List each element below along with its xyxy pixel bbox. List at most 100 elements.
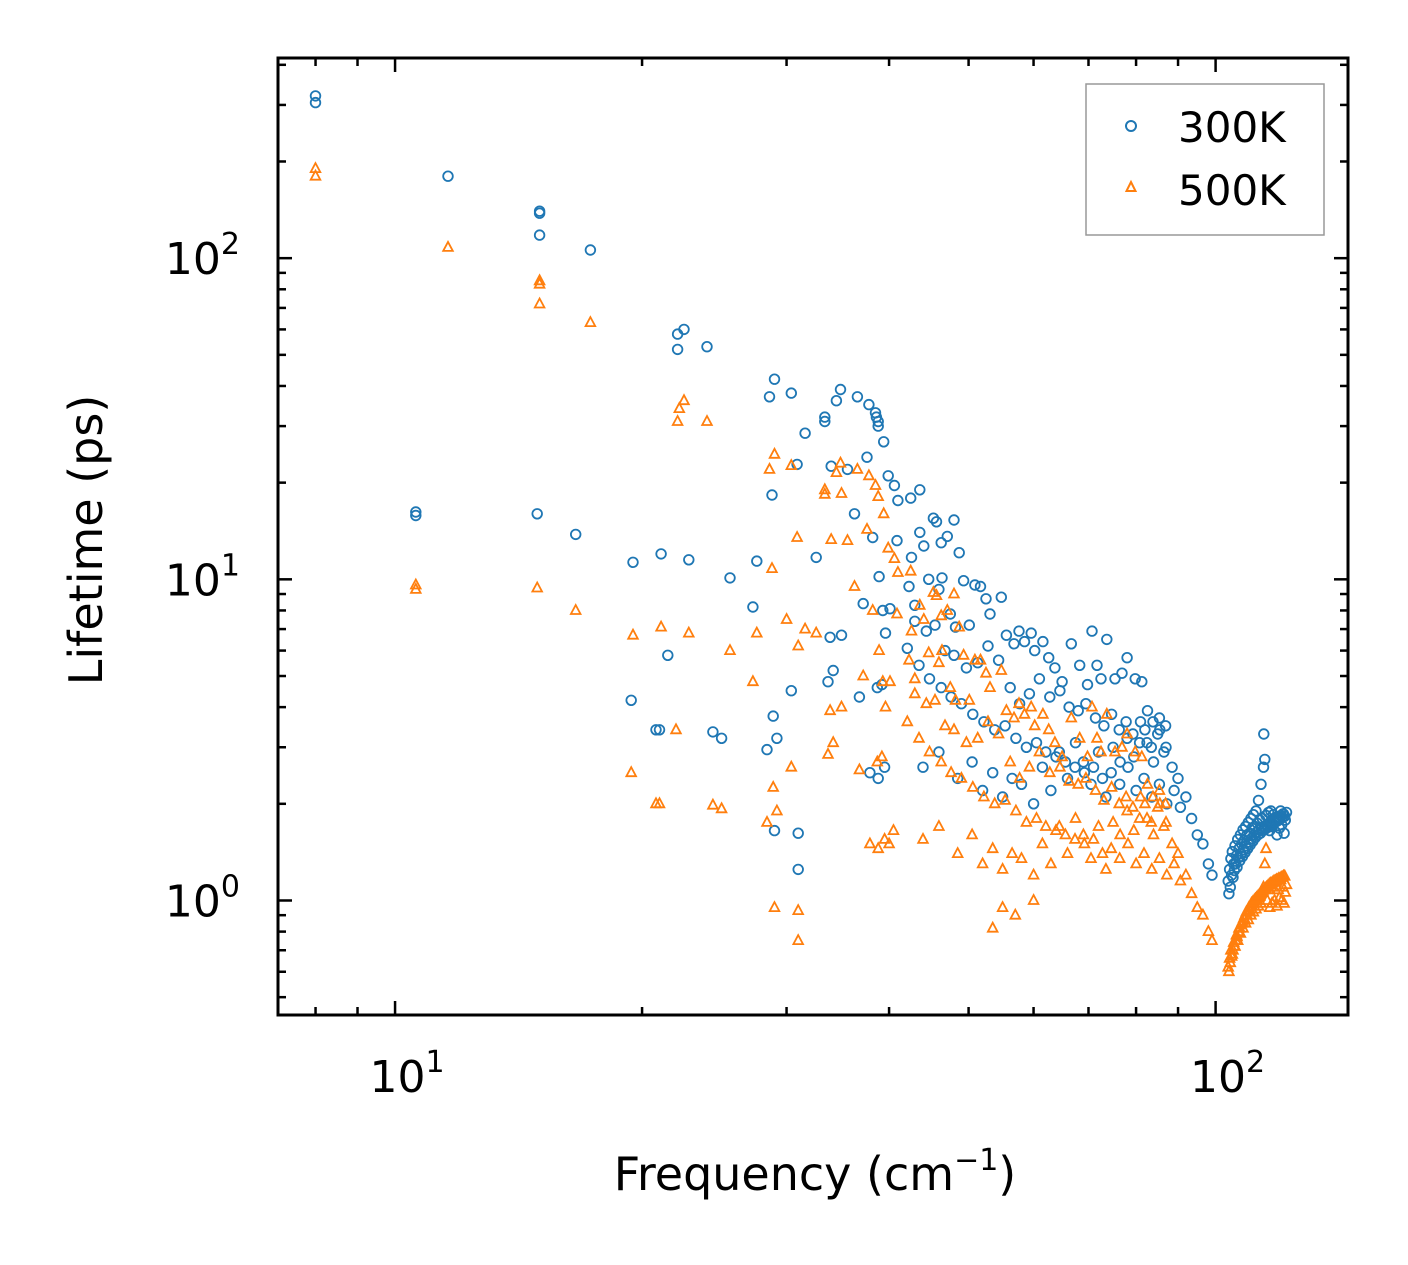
data-point xyxy=(1024,699,1038,712)
data-point xyxy=(935,643,949,655)
data-point xyxy=(1042,652,1055,664)
data-point xyxy=(827,664,839,677)
data-point xyxy=(835,486,848,498)
data-point xyxy=(916,831,930,844)
data-point xyxy=(933,746,945,758)
data-point xyxy=(1098,720,1110,732)
data-point xyxy=(822,676,834,688)
y-tick-label: 100 xyxy=(165,869,240,927)
data-point xyxy=(723,643,737,655)
data-point xyxy=(1278,868,1292,881)
data-point xyxy=(625,694,637,707)
data-point xyxy=(1153,796,1167,809)
data-point xyxy=(1030,811,1043,823)
y-tick-label: 101 xyxy=(165,548,240,606)
data-point xyxy=(841,533,854,545)
x-tick-label: 101 xyxy=(370,1045,445,1103)
data-point xyxy=(976,856,989,869)
data-point xyxy=(1042,722,1056,735)
data-point xyxy=(1036,761,1049,773)
data-point xyxy=(927,512,940,524)
data-point xyxy=(1196,907,1210,920)
legend-label-300k: 300K xyxy=(1178,103,1287,152)
data-point xyxy=(890,606,904,619)
data-point xyxy=(881,540,895,553)
data-point xyxy=(862,468,876,481)
data-point xyxy=(1018,635,1031,648)
data-point xyxy=(1134,716,1147,728)
data-point xyxy=(1012,696,1026,709)
data-point xyxy=(1010,732,1022,745)
data-point xyxy=(760,814,774,827)
data-point xyxy=(1133,811,1146,823)
data-point xyxy=(853,691,866,703)
data-point xyxy=(851,461,864,474)
data-point xyxy=(1205,933,1219,945)
data-point xyxy=(1089,783,1102,795)
x-tick-label: 102 xyxy=(1190,1045,1265,1103)
data-point xyxy=(763,461,776,474)
data-point xyxy=(1168,784,1180,797)
data-point xyxy=(409,581,423,594)
data-point xyxy=(309,90,322,102)
data-point xyxy=(988,796,1001,809)
data-point xyxy=(1081,678,1094,691)
data-point xyxy=(1061,772,1074,785)
data-point xyxy=(1095,673,1107,685)
data-point xyxy=(1225,948,1238,961)
data-point xyxy=(746,674,760,687)
legend-marker-300k xyxy=(1125,120,1137,132)
data-point xyxy=(1105,708,1118,721)
data-point xyxy=(624,765,638,778)
data-point xyxy=(995,663,1008,675)
data-point xyxy=(818,482,832,495)
data-point xyxy=(1100,791,1112,803)
data-point xyxy=(999,720,1011,732)
data-point xyxy=(792,863,804,876)
data-point xyxy=(879,627,892,639)
data-point xyxy=(1096,846,1109,858)
data-point xyxy=(1171,846,1185,858)
data-point xyxy=(627,556,639,569)
data-point xyxy=(863,836,877,849)
data-point xyxy=(920,696,933,709)
data-point xyxy=(1096,772,1109,785)
data-point xyxy=(673,401,686,414)
data-point xyxy=(1255,778,1267,791)
data-point xyxy=(1028,644,1041,657)
data-point xyxy=(861,451,873,463)
data-point xyxy=(1202,858,1215,870)
x-axis-title: Frequency (cm−1) xyxy=(614,1143,1017,1201)
data-point xyxy=(987,767,999,779)
data-point xyxy=(835,629,848,641)
data-point xyxy=(819,411,831,423)
data-point xyxy=(1222,964,1236,977)
data-point xyxy=(1043,765,1057,778)
data-point xyxy=(1037,635,1049,648)
data-point xyxy=(1078,836,1091,849)
data-point xyxy=(1079,770,1093,783)
data-point xyxy=(653,796,666,809)
data-point xyxy=(441,239,455,252)
data-point xyxy=(1190,900,1204,912)
data-point xyxy=(979,665,993,678)
data-point xyxy=(1009,803,1023,816)
data-point xyxy=(857,597,869,610)
data-point xyxy=(947,586,961,599)
data-point xyxy=(1141,776,1154,789)
data-point xyxy=(1025,627,1037,639)
data-point xyxy=(944,680,957,692)
data-point xyxy=(848,579,861,591)
data-point xyxy=(892,494,904,507)
data-point xyxy=(992,726,1005,739)
data-point xyxy=(917,761,929,773)
data-point xyxy=(682,625,696,638)
data-point xyxy=(978,716,990,728)
data-point xyxy=(995,591,1008,603)
data-point xyxy=(887,823,900,835)
data-point xyxy=(1107,741,1119,754)
data-point xyxy=(1112,796,1126,809)
data-point xyxy=(1064,710,1078,723)
data-point xyxy=(1138,772,1150,785)
data-point xyxy=(913,597,927,610)
